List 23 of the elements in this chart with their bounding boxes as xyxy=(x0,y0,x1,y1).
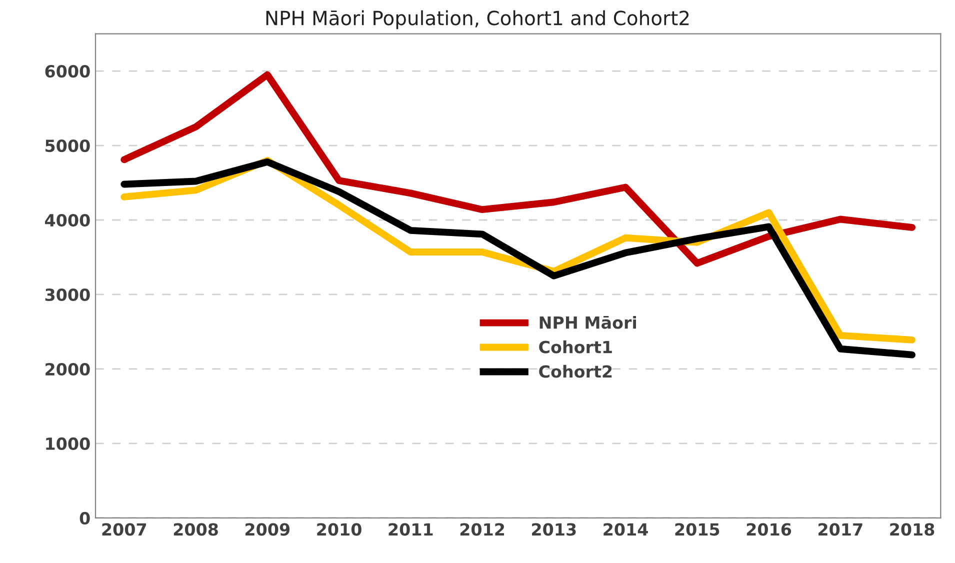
x-tick-label: 2018 xyxy=(890,523,934,536)
y-tick-label: 6000 xyxy=(45,64,90,78)
legend-label: Cohort2 xyxy=(539,364,612,378)
x-tick-label: 2016 xyxy=(746,523,792,536)
x-tick-label: 2009 xyxy=(246,523,290,536)
legend-label: Cohort1 xyxy=(539,340,612,354)
x-tick-label: 2008 xyxy=(174,523,218,536)
x-tick-label: 2017 xyxy=(818,523,862,536)
y-tick-label: 3000 xyxy=(45,288,90,302)
chart-title: NPH Māori Population, Cohort1 and Cohort2 xyxy=(266,10,689,30)
x-tick-label: 2013 xyxy=(532,523,576,536)
x-tick-label: 2012 xyxy=(460,523,504,536)
y-tick-label: 5000 xyxy=(46,139,90,152)
x-tick-label: 2015 xyxy=(675,523,720,536)
x-tick-label: 2014 xyxy=(604,523,648,536)
x-tick-label: 2007 xyxy=(102,523,146,536)
legend-label: NPH Māori xyxy=(540,316,636,329)
y-tick-label: 1000 xyxy=(46,437,90,450)
x-tick-label: 2011 xyxy=(388,523,433,536)
y-tick-label: 2000 xyxy=(46,362,90,376)
y-tick-label: 4000 xyxy=(45,214,90,227)
x-tick-label: 2010 xyxy=(317,523,362,536)
y-tick-label: 0 xyxy=(80,512,90,525)
